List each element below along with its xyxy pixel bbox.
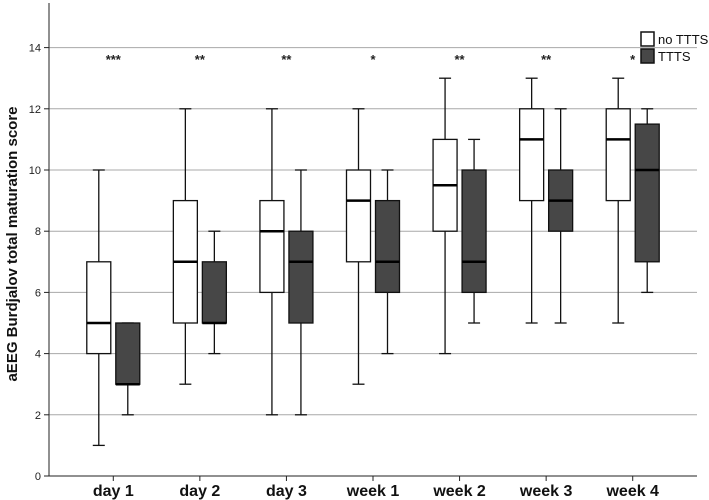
category-labels: day 1 day 2 day 3 week 1 week 2 week 3 week 4 <box>93 483 659 500</box>
legend-swatch-no-ttts <box>640 31 655 47</box>
iqr-box <box>259 199 285 294</box>
gridlines <box>49 47 697 416</box>
box-no-ttts <box>172 108 199 385</box>
box-no-ttts <box>86 169 112 447</box>
legend-label-ttts: TTTS <box>658 49 691 64</box>
category-label: day 1 <box>93 483 134 500</box>
significance-marker: * <box>630 52 636 67</box>
category-label: week 1 <box>346 483 400 500</box>
box-no-ttts <box>518 77 545 324</box>
significance-marker: ** <box>195 52 206 67</box>
significance-markers: *** ** ** * ** ** * <box>106 52 636 67</box>
iqr-box <box>115 322 141 385</box>
iqr-box <box>345 169 372 263</box>
legend-label-no-ttts: no TTTS <box>658 32 709 47</box>
category-label: week 3 <box>519 483 573 500</box>
axes: 0 2 4 6 8 10 12 14 <box>29 3 697 483</box>
category-label: week 2 <box>432 483 486 500</box>
box-ttts <box>461 138 487 324</box>
significance-marker: ** <box>455 52 466 67</box>
significance-marker: ** <box>541 52 552 67</box>
category-label: day 2 <box>179 483 220 500</box>
iqr-box <box>201 261 228 324</box>
box-ttts <box>547 108 574 324</box>
box-ttts <box>288 169 314 416</box>
y-tick-label: 2 <box>35 410 41 422</box>
significance-marker: ** <box>281 52 292 67</box>
y-tick-label: 4 <box>35 349 41 361</box>
y-tick-label: 8 <box>35 226 41 238</box>
legend-swatch-ttts <box>640 48 655 64</box>
iqr-box <box>634 123 660 263</box>
iqr-box <box>518 108 545 202</box>
boxes <box>86 77 660 447</box>
box-no-ttts <box>432 77 458 355</box>
box-ttts <box>634 108 660 294</box>
category-label: week 4 <box>605 483 659 500</box>
iqr-box <box>86 261 112 355</box>
box-ttts <box>374 169 401 355</box>
box-no-ttts <box>259 108 285 416</box>
y-tick-label: 0 <box>35 471 41 483</box>
significance-marker: *** <box>106 52 122 67</box>
y-tick-label: 10 <box>29 165 41 177</box>
iqr-box <box>461 169 487 294</box>
y-tick-label: 12 <box>29 104 41 116</box>
y-tick-label: 14 <box>29 43 41 55</box>
legend: no TTTS TTTS <box>640 31 709 64</box>
category-label: day 3 <box>266 483 307 500</box>
iqr-box <box>374 199 401 294</box>
iqr-box <box>605 108 631 202</box>
box-no-ttts <box>605 77 631 324</box>
iqr-box <box>288 230 314 324</box>
significance-marker: * <box>370 52 376 67</box>
box-ttts <box>115 322 141 416</box>
y-tick-label: 6 <box>35 287 41 299</box>
box-ttts <box>201 230 228 355</box>
box-no-ttts <box>345 108 372 385</box>
y-axis-label: aEEG Burdjalov total maturation score <box>4 106 21 381</box>
